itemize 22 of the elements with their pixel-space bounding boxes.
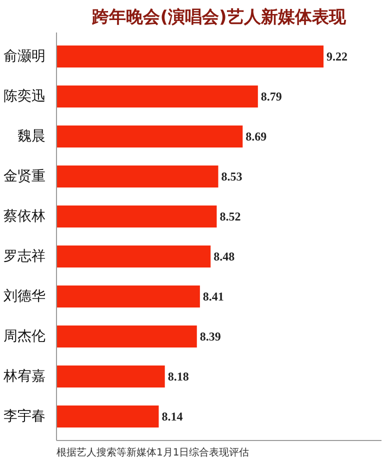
y-tick-label: 俞灏明 bbox=[4, 48, 46, 64]
data-label: 8.41 bbox=[202, 290, 224, 304]
y-tick-label: 林宥嘉 bbox=[2, 368, 46, 384]
y-tick-label: 罗志祥 bbox=[4, 248, 46, 264]
y-tick-label: 刘德华 bbox=[4, 288, 46, 304]
chart-title: 跨年晚会(演唱会)艺人新媒体表现 bbox=[91, 8, 347, 28]
y-tick-label: 陈奕迅 bbox=[4, 88, 46, 104]
y-tick-label: 李宇春 bbox=[4, 408, 46, 424]
data-label: 9.22 bbox=[326, 50, 348, 64]
data-label: 8.53 bbox=[221, 170, 242, 184]
data-label: 8.14 bbox=[162, 410, 183, 424]
data-label: 8.79 bbox=[260, 90, 282, 104]
y-tick-label: 金贤重 bbox=[4, 168, 46, 184]
y-tick-label: 周杰伦 bbox=[4, 328, 46, 344]
data-label: 8.18 bbox=[168, 370, 189, 384]
data-label: 8.69 bbox=[246, 130, 267, 144]
data-label: 8.48 bbox=[214, 250, 235, 264]
text: 根据艺人搜索等新媒体1月1日综合表现评估 bbox=[56, 446, 250, 458]
y-tick-label: 蔡依林 bbox=[4, 208, 46, 224]
y-tick-label: 魏晨 bbox=[18, 128, 46, 144]
data-label: 8.39 bbox=[200, 330, 221, 344]
data-label: 8.52 bbox=[220, 210, 241, 224]
